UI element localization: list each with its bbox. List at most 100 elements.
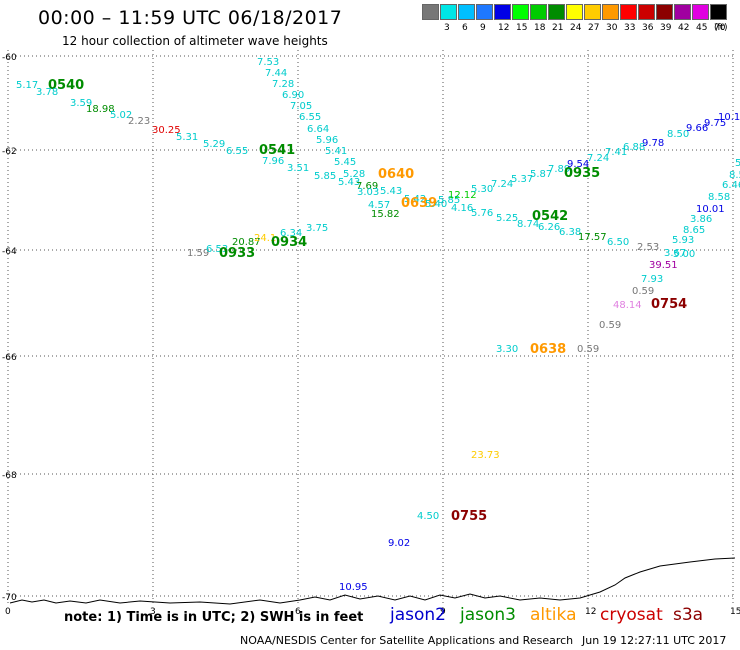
scale-value: 9 xyxy=(480,23,486,33)
scale-value: 42 xyxy=(678,23,690,33)
wave-height-value: 5.28 xyxy=(343,169,365,180)
satellite-s3a: s3a xyxy=(673,605,704,625)
pass-time-label: 0540 xyxy=(48,78,84,93)
wave-height-value: 6.38 xyxy=(559,227,581,238)
scale-swatch xyxy=(512,4,529,20)
wave-height-value: 1.59 xyxy=(187,248,209,259)
wave-height-value: 5.76 xyxy=(471,208,493,219)
scale-value: 3 xyxy=(444,23,450,33)
wave-height-value: 18.98 xyxy=(86,104,115,115)
wave-height-value: 10.01 xyxy=(696,204,725,215)
scale-swatch xyxy=(602,4,619,20)
satellite-jason2: jason2 xyxy=(390,605,446,625)
pass-time-label: 0640 xyxy=(378,167,414,182)
y-tick-label: -64 xyxy=(2,247,17,257)
footer-timestamp: Jun 19 12:27:11 UTC 2017 xyxy=(582,634,727,647)
x-tick-label: 15 xyxy=(730,607,740,617)
wave-height-value: 8.58 xyxy=(708,192,730,203)
scale-value: 24 xyxy=(570,23,582,33)
wave-height-value: 3.78 xyxy=(36,87,58,98)
satellite-jason3: jason3 xyxy=(460,605,516,625)
coastline xyxy=(9,557,736,605)
y-tick-label: -70 xyxy=(2,593,17,603)
wave-height-value: 3.51 xyxy=(287,163,309,174)
wave-height-value: 23.73 xyxy=(471,450,500,461)
scale-swatch xyxy=(440,4,457,20)
wave-height-value: 9.54 xyxy=(567,159,589,170)
wave-height-value: 20.87 xyxy=(232,237,261,248)
footnote: note: 1) Time is in UTC; 2) SWH is in fe… xyxy=(64,610,364,625)
wave-height-value: 5.5 xyxy=(735,158,740,169)
wave-height-value: 7.89 xyxy=(548,164,570,175)
scale-value: 12 xyxy=(498,23,510,33)
scale-value: 39 xyxy=(660,23,672,33)
wave-height-value: 7.05 xyxy=(290,101,312,112)
wave-height-value: 4.50 xyxy=(417,511,439,522)
satellite-cryosat: cryosat xyxy=(600,605,663,625)
wave-height-value: 5.43 xyxy=(338,177,360,188)
wave-height-value: 7.28 xyxy=(272,79,294,90)
scale-value: 30 xyxy=(606,23,618,33)
wave-height-value: 4.16 xyxy=(451,203,473,214)
scale-swatch xyxy=(566,4,583,20)
wave-height-value: 5.43 xyxy=(380,186,402,197)
wave-height-value: 48.14 xyxy=(613,300,642,311)
scale-value: 6 xyxy=(462,23,468,33)
scale-swatch xyxy=(692,4,709,20)
pass-time-label: 0639 xyxy=(401,196,437,211)
map-title: 00:00 – 11:59 UTC 06/18/2017 xyxy=(38,7,343,29)
wave-height-value: 10.95 xyxy=(339,582,368,593)
wave-height-value: 7.41 xyxy=(605,147,627,158)
scale-swatch xyxy=(674,4,691,20)
scale-value: 33 xyxy=(624,23,636,33)
wave-height-value: 5.96 xyxy=(316,135,338,146)
scale-swatch xyxy=(458,4,475,20)
scale-swatch xyxy=(656,4,673,20)
scale-value: 15 xyxy=(516,23,528,33)
wave-height-value: 8.50 xyxy=(667,129,689,140)
wave-height-value: 6.46 xyxy=(722,180,740,191)
wave-height-value: 7.96 xyxy=(262,156,284,167)
wave-height-value: 30.25 xyxy=(152,125,181,136)
wave-height-value: 6.90 xyxy=(282,90,304,101)
wave-height-value: 12.12 xyxy=(448,190,477,201)
axis-tick-labels: 0 3 6 9 12 15 -60 -62 -64 -66 -68 -70 xyxy=(2,53,740,617)
wave-height-value: 7.24 xyxy=(491,179,513,190)
wave-height-value: 8.58 xyxy=(729,170,740,181)
wave-height-value: 15.82 xyxy=(371,209,400,220)
y-tick-label: -62 xyxy=(2,147,17,157)
pass-time-label: 0934 xyxy=(271,235,307,250)
wave-height-value: 0.59 xyxy=(599,320,621,331)
y-tick-label: -66 xyxy=(2,353,17,363)
wave-height-value: 6.55 xyxy=(299,112,321,123)
wave-height-value: 5.85 xyxy=(438,195,460,206)
wave-height-value: 3.67 xyxy=(664,248,686,259)
wave-height-value: 39.51 xyxy=(649,260,678,271)
pass-time-label: 0638 xyxy=(530,342,566,357)
wave-height-value: 5.85 xyxy=(314,171,336,182)
pass-time-label: 0755 xyxy=(451,509,487,524)
scale-value: 70 xyxy=(714,23,726,33)
map-subtitle: 12 hour collection of altimeter wave hei… xyxy=(62,34,328,48)
x-tick-label: 9 xyxy=(440,607,446,617)
wave-height-value: 24.1 xyxy=(254,233,276,244)
y-tick-label: -68 xyxy=(2,471,17,481)
satellite-altika: altika xyxy=(530,605,577,625)
wave-height-value: 6.64 xyxy=(307,124,329,135)
wave-height-value: 5.87 xyxy=(530,169,552,180)
wave-height-value: 5.37 xyxy=(511,174,533,185)
wave-height-value: 9.66 xyxy=(686,123,708,134)
scale-swatch xyxy=(620,4,637,20)
scale-swatch xyxy=(548,4,565,20)
wave-height-value: 9.02 xyxy=(388,538,410,549)
scale-value: 27 xyxy=(588,23,600,33)
pass-time-label: 0541 xyxy=(259,143,295,158)
wave-height-value: 6.26 xyxy=(538,222,560,233)
wave-height-value: 0.59 xyxy=(577,344,599,355)
wave-height-value: 4.57 xyxy=(368,200,390,211)
pass-time-label: 0933 xyxy=(219,246,255,261)
pass-time-label: 0754 xyxy=(651,297,687,312)
coastline-path xyxy=(9,557,736,605)
footer-credit: NOAA/NESDIS Center for Satellite Applica… xyxy=(240,634,574,647)
